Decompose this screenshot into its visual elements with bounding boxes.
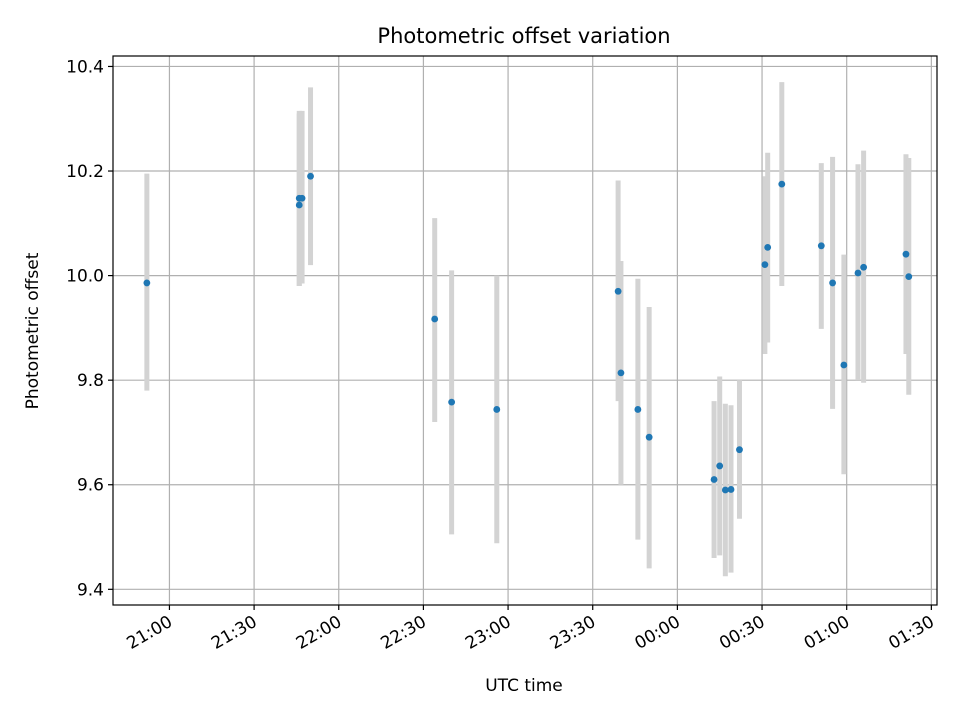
y-tick-label: 10.0: [66, 267, 104, 287]
data-point: [761, 261, 769, 269]
data-point: [143, 279, 151, 287]
y-axis-label: Photometric offset: [23, 252, 43, 409]
data-point: [634, 406, 642, 413]
y-tick-label: 9.8: [77, 371, 104, 391]
plot-frame: [112, 55, 938, 606]
data-point: [854, 269, 862, 277]
data-point: [614, 287, 622, 295]
data-point: [307, 172, 314, 180]
y-tick-label: 10.2: [66, 162, 104, 182]
data-point: [736, 446, 743, 454]
data-point: [727, 486, 735, 493]
data-point: [710, 476, 718, 483]
data-point: [645, 433, 653, 441]
y-tick-label: 10.4: [66, 57, 104, 77]
x-axis-label: UTC time: [485, 676, 563, 696]
data-points: [143, 172, 913, 494]
data-point: [778, 180, 786, 188]
data-point: [829, 279, 836, 287]
data-point: [716, 462, 724, 470]
data-point: [617, 369, 625, 377]
data-point: [840, 361, 848, 369]
grid: [113, 56, 937, 605]
data-point: [493, 406, 501, 413]
chart-title: Photometric offset variation: [377, 24, 670, 48]
data-point: [764, 243, 772, 251]
data-point: [298, 194, 306, 202]
y-tick-label: 9.4: [77, 580, 104, 600]
data-point: [905, 273, 913, 281]
data-point: [448, 398, 456, 406]
data-point: [431, 315, 439, 323]
data-point: [295, 201, 303, 209]
data-point: [817, 242, 825, 250]
data-point: [860, 263, 868, 271]
y-tick-label: 9.6: [77, 476, 104, 496]
y-axis-ticks: 9.4 9.6 9.8 10.0 10.2 10.4: [66, 57, 113, 600]
data-point: [902, 250, 910, 258]
data-point: [721, 486, 729, 494]
